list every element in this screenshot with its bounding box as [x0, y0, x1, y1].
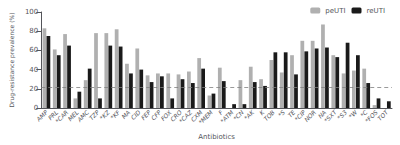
svg-text:Antibiotics: Antibiotics — [198, 133, 235, 141]
svg-text:40: 40 — [29, 66, 38, 74]
svg-text:FEP: FEP — [139, 108, 153, 122]
svg-text:*SXT: *SXT — [322, 108, 338, 124]
svg-text:FOX: FOX — [159, 108, 173, 122]
svg-text:*S: *S — [276, 108, 286, 118]
svg-text:NOR: NOR — [303, 109, 317, 123]
svg-text:*CAR: *CAR — [53, 108, 70, 125]
svg-text:*MEM: *MEM — [197, 109, 214, 126]
svg-text:*S3: *S3 — [335, 108, 349, 121]
svg-text:CRO: CRO — [168, 108, 183, 123]
svg-text:MEL: MEL — [66, 108, 80, 123]
svg-text:TOB: TOB — [262, 109, 276, 123]
svg-text:0: 0 — [34, 104, 38, 112]
svg-text:*CIP: *CIP — [293, 108, 307, 123]
svg-text:20: 20 — [29, 85, 38, 93]
svg-text:*W: *W — [347, 108, 359, 120]
svg-text:PRL: PRL — [46, 108, 60, 122]
svg-text:*CAZ: *CAZ — [177, 108, 194, 125]
svg-text:*C: *C — [358, 108, 369, 119]
svg-text:AMP: AMP — [34, 108, 49, 123]
svg-text:AMC: AMC — [75, 108, 91, 123]
svg-text:*ATM: *ATM — [218, 108, 235, 125]
svg-text:CID: CID — [129, 108, 142, 121]
svg-text:F: F — [216, 108, 225, 116]
svg-text:*AK: *AK — [242, 108, 255, 121]
svg-text:TE: TE — [286, 108, 297, 119]
svg-text:peUTI: peUTI — [325, 7, 345, 15]
svg-text:MA: MA — [119, 108, 132, 120]
svg-text:*KZ: *KZ — [98, 108, 111, 122]
svg-text:reUTI: reUTI — [367, 7, 386, 15]
svg-text:K: K — [257, 108, 266, 117]
svg-text:TOT: TOT — [376, 108, 390, 122]
svg-text:80: 80 — [29, 27, 38, 35]
svg-text:CFP: CFP — [149, 108, 163, 122]
svg-text:CXM: CXM — [189, 108, 204, 123]
svg-text:Drug-resistance prevalence (%): Drug-resistance prevalence (%) — [8, 12, 16, 107]
svg-text:*FOS: *FOS — [363, 108, 379, 124]
svg-text:100: 100 — [25, 8, 38, 16]
svg-text:*KF: *KF — [108, 108, 122, 121]
svg-text:60: 60 — [29, 46, 38, 54]
svg-text:NA: NA — [316, 108, 328, 120]
svg-text:TZP: TZP — [87, 108, 101, 122]
svg-text:*CN: *CN — [231, 108, 245, 122]
